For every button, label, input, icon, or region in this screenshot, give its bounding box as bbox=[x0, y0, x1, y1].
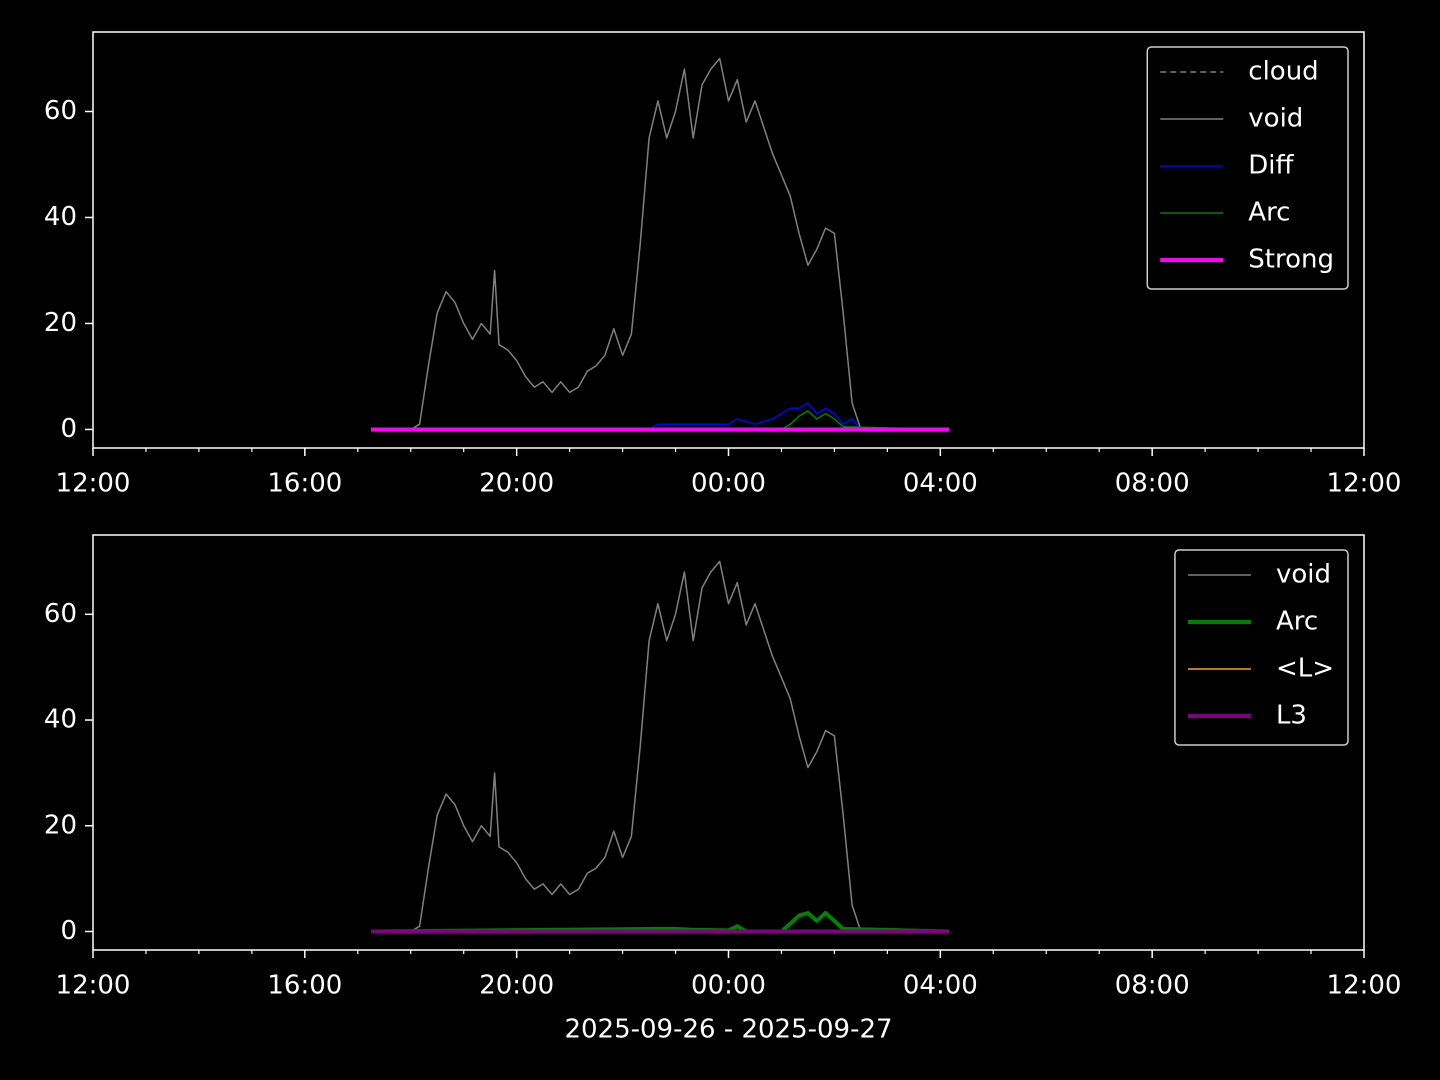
legend-label: Arc bbox=[1248, 198, 1290, 228]
axes: 0 20 40 60 12:00 16:00 20:00 00:00 04:00 08:00 12:… bbox=[44, 31, 1402, 499]
x-tick-label: 00:00 bbox=[691, 469, 766, 499]
x-tick-label: 12:00 bbox=[1327, 971, 1402, 1001]
x-tick-label: 08:00 bbox=[1115, 971, 1190, 1001]
legend-label: Arc bbox=[1276, 607, 1318, 637]
y-tick-label: 0 bbox=[60, 414, 77, 444]
x-tick-label: 12:00 bbox=[56, 469, 131, 499]
legend: void Arc <L> L3 bbox=[1174, 549, 1349, 746]
legend: cloud void Diff Arc Strong bbox=[1146, 46, 1349, 290]
series-line bbox=[371, 410, 950, 431]
series-line bbox=[410, 57, 862, 431]
x-tick-label: 16:00 bbox=[267, 469, 342, 499]
y-tick-label: 0 bbox=[60, 916, 77, 946]
legend-label: Strong bbox=[1248, 245, 1334, 275]
x-tick-label: 20:00 bbox=[479, 971, 554, 1001]
legend-label: L3 bbox=[1276, 701, 1307, 731]
y-tick-label: 20 bbox=[44, 308, 77, 338]
axes: 0 20 40 60 12:00 16:00 20:00 00:00 04:00 08:00 12:… bbox=[44, 534, 1402, 1045]
x-tick-label: 08:00 bbox=[1115, 469, 1190, 499]
x-tick-label: 00:00 bbox=[691, 971, 766, 1001]
legend-box bbox=[1146, 46, 1349, 290]
axes-frame bbox=[92, 31, 1365, 449]
y-tick-label: 40 bbox=[44, 705, 77, 735]
y-tick-label: 60 bbox=[44, 599, 77, 629]
x-tick-label: 04:00 bbox=[903, 469, 978, 499]
legend-label: void bbox=[1276, 560, 1331, 590]
x-tick-label: 12:00 bbox=[56, 971, 131, 1001]
series-line bbox=[410, 560, 862, 933]
x-tick-label: 20:00 bbox=[479, 469, 554, 499]
x-tick-label: 16:00 bbox=[267, 971, 342, 1001]
series-line bbox=[370, 911, 950, 934]
x-tick-label: 04:00 bbox=[903, 971, 978, 1001]
x-tick-label: 12:00 bbox=[1327, 469, 1402, 499]
legend-label: void bbox=[1248, 104, 1303, 134]
axes-frame bbox=[92, 534, 1365, 951]
y-tick-label: 60 bbox=[44, 96, 77, 126]
y-tick-label: 40 bbox=[44, 202, 77, 232]
legend-label: cloud bbox=[1248, 57, 1318, 87]
y-tick-label: 20 bbox=[44, 810, 77, 840]
legend-label: Diff bbox=[1248, 151, 1294, 181]
legend-box bbox=[1174, 549, 1349, 746]
series-line bbox=[371, 402, 950, 431]
legend-label: <L> bbox=[1276, 654, 1334, 684]
x-axis-label: 2025-09-26 - 2025-09-27 bbox=[564, 1015, 892, 1045]
